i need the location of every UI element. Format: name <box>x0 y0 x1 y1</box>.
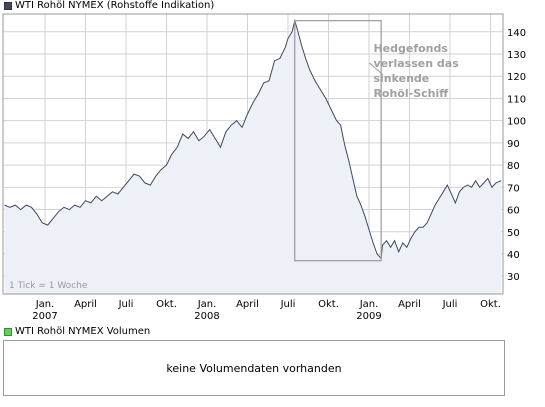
volume-legend-label: WTI Rohöl NYMEX Volumen <box>15 326 151 337</box>
no-volume-message: keine Volumendaten vorhanden <box>166 361 342 375</box>
highlight-box <box>294 20 382 262</box>
plot-frame <box>2 13 504 295</box>
volume-legend-swatch <box>4 328 12 336</box>
y-tick-label: 60 <box>507 206 520 217</box>
x-tick-label: Juli <box>442 299 458 310</box>
y-tick-label: 100 <box>507 117 526 128</box>
x-tick-year-label: 2008 <box>194 311 219 322</box>
y-tick-label: 70 <box>507 183 520 194</box>
price-legend-label: WTI Rohöl NYMEX (Rohstoffe Indikation) <box>15 0 215 11</box>
y-tick-label: 110 <box>507 94 526 105</box>
x-tick-label: April <box>398 299 421 310</box>
x-tick-year-label: 2007 <box>32 311 57 322</box>
y-tick-label: 140 <box>507 28 526 39</box>
y-tick-label: 30 <box>507 272 520 283</box>
annotation-line: sinkende <box>373 72 429 85</box>
y-tick-label: 40 <box>507 250 520 261</box>
annotation-line: Rohöl-Schiff <box>373 87 448 100</box>
x-tick-label: Juli <box>118 299 134 310</box>
x-tick-label: Okt. <box>156 299 177 310</box>
x-tick-label: April <box>74 299 97 310</box>
volume-legend: WTI Rohöl NYMEX Volumen <box>4 326 150 338</box>
y-tick-label: 120 <box>507 72 526 83</box>
x-tick-label: Okt. <box>480 299 501 310</box>
annotation-line: verlassen das <box>373 57 459 70</box>
x-tick-label: Okt. <box>318 299 339 310</box>
price-area <box>4 20 502 294</box>
x-tick-label: Jan. <box>197 299 217 310</box>
y-tick-label: 130 <box>507 50 526 61</box>
x-tick-label: Jan. <box>35 299 55 310</box>
y-tick-label: 80 <box>507 161 520 172</box>
price-legend: WTI Rohöl NYMEX (Rohstoffe Indikation) <box>4 0 214 12</box>
x-tick-year-label: 2009 <box>356 311 381 322</box>
x-tick-label: Juli <box>280 299 296 310</box>
price-line <box>4 18 502 260</box>
annotation-connector <box>369 62 383 75</box>
price-chart: 30405060708090100110120130140Jan.2007Apr… <box>2 13 526 322</box>
volume-panel: keine Volumendaten vorhanden <box>3 340 505 396</box>
y-tick-label: 50 <box>507 228 520 239</box>
x-tick-label: Jan. <box>359 299 379 310</box>
price-legend-swatch <box>4 2 12 10</box>
tick-note: 1 Tick = 1 Woche <box>9 281 88 291</box>
y-tick-label: 90 <box>507 139 520 150</box>
x-tick-label: April <box>236 299 259 310</box>
annotation-line: Hedgefonds <box>373 42 448 55</box>
